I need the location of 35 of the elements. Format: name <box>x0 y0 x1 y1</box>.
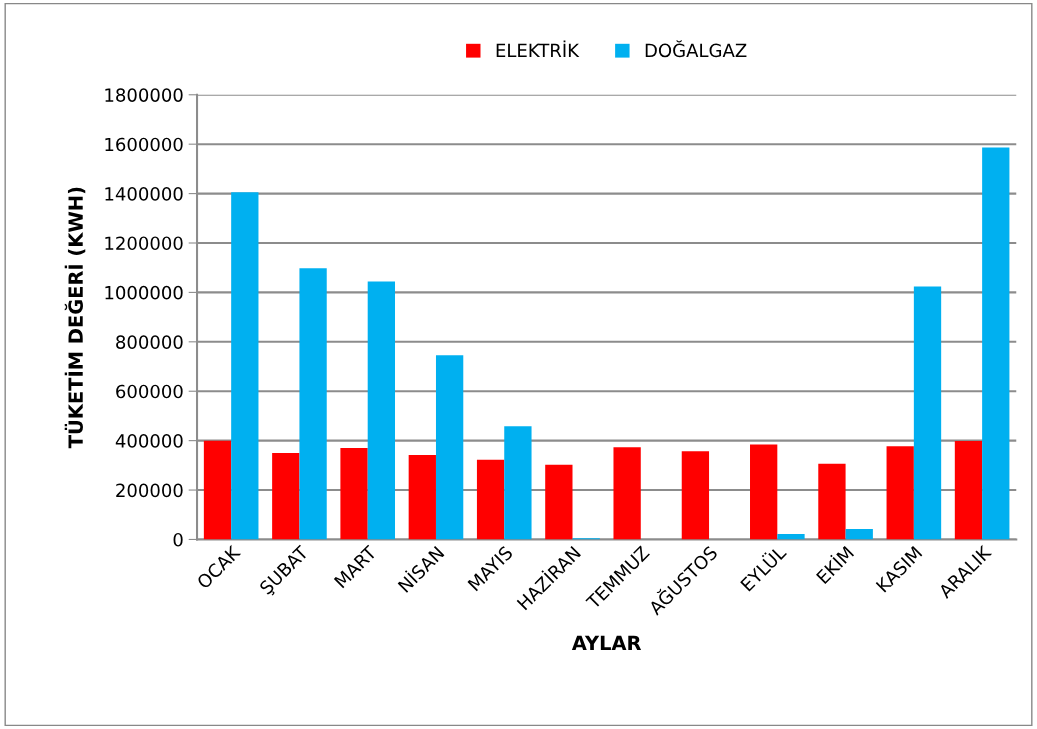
bar <box>818 463 846 540</box>
y-tick-label: 1800000 <box>105 88 183 102</box>
bar <box>545 464 573 540</box>
y-tick-label: 600000 <box>116 384 183 399</box>
bar <box>777 534 805 540</box>
y-axis-title: TÜKETİM DEĞERİ (KWH) <box>64 187 86 449</box>
bar <box>231 192 259 540</box>
bar <box>845 529 873 540</box>
bar <box>340 448 368 540</box>
y-tick-label: 1400000 <box>105 187 183 201</box>
bar <box>367 281 396 540</box>
legend-label: ELEKTRİK <box>496 40 580 57</box>
bar <box>408 454 436 540</box>
y-tick-label: 800000 <box>116 335 183 349</box>
bar <box>913 286 942 540</box>
bar <box>299 268 327 540</box>
legend-label: DOĞALGAZ <box>645 40 747 58</box>
bar <box>435 355 464 540</box>
bar <box>613 447 641 540</box>
y-tick-label: 200000 <box>116 483 183 498</box>
bar <box>681 451 710 540</box>
bar <box>272 452 300 540</box>
bar <box>476 459 505 540</box>
x-axis-title: AYLAR <box>571 635 642 650</box>
bar <box>982 147 1010 540</box>
bar <box>886 446 914 540</box>
y-tick-label: 1000000 <box>105 285 183 300</box>
bar <box>954 440 983 540</box>
y-tick-label: 1600000 <box>105 137 183 152</box>
y-tick-label: 1200000 <box>105 236 183 251</box>
bar <box>750 444 778 540</box>
bar <box>504 426 532 540</box>
bar <box>203 440 232 540</box>
y-tick-label: 400000 <box>115 434 183 448</box>
y-tick-label: 0 <box>173 532 183 547</box>
